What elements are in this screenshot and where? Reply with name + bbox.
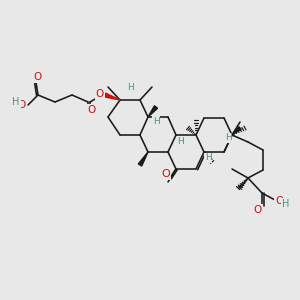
Text: H: H <box>153 116 159 125</box>
Text: H: H <box>205 154 212 163</box>
Text: O: O <box>162 169 170 179</box>
Polygon shape <box>138 152 148 166</box>
Text: O: O <box>18 100 26 110</box>
Text: O: O <box>87 105 95 115</box>
Text: H: H <box>12 97 20 107</box>
Polygon shape <box>232 127 241 135</box>
Text: H: H <box>177 137 183 146</box>
Text: O: O <box>33 72 41 82</box>
Text: H: H <box>282 199 290 209</box>
Text: O: O <box>254 205 262 215</box>
Polygon shape <box>148 106 158 117</box>
Text: H: H <box>127 82 134 91</box>
Text: O: O <box>275 196 283 206</box>
Text: O: O <box>96 89 104 99</box>
Text: H: H <box>225 134 231 142</box>
Polygon shape <box>104 93 120 100</box>
